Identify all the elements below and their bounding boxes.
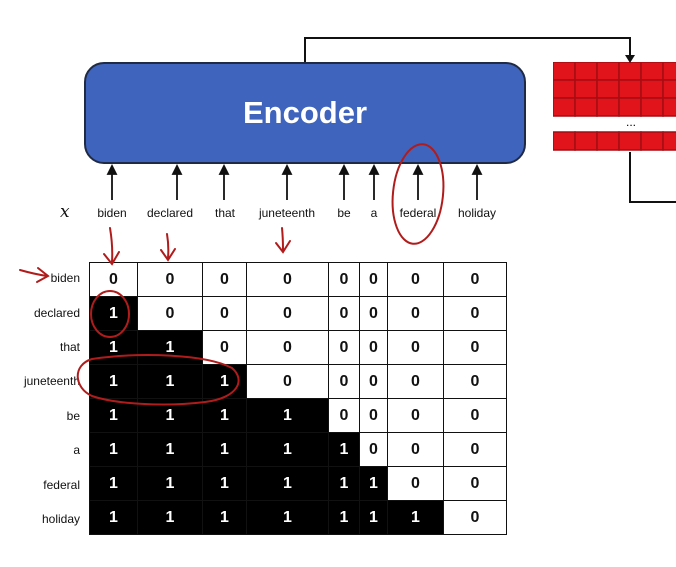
mask-cell: 0 bbox=[387, 262, 444, 297]
red-annotations bbox=[19, 143, 445, 406]
mask-cell: 0 bbox=[359, 296, 388, 331]
mask-cell: 0 bbox=[443, 432, 507, 467]
mask-cell: 0 bbox=[328, 364, 360, 399]
token-that: that bbox=[214, 206, 236, 220]
mask-cell: 0 bbox=[359, 432, 388, 467]
token-be: be bbox=[337, 206, 351, 220]
mask-cell: 0 bbox=[359, 262, 388, 297]
mask-cell: 0 bbox=[443, 466, 507, 501]
mask-cell: 0 bbox=[202, 262, 247, 297]
mask-cell: 0 bbox=[387, 330, 444, 365]
embedding-cell bbox=[662, 97, 676, 117]
mask-cell: 0 bbox=[137, 262, 203, 297]
encoder-block: Encoder bbox=[84, 62, 526, 164]
mask-cell: 1 bbox=[328, 500, 360, 535]
mask-cell: 0 bbox=[246, 262, 329, 297]
mask-cell: 1 bbox=[202, 500, 247, 535]
token-holiday: holiday bbox=[457, 206, 497, 220]
mask-cell: 0 bbox=[443, 364, 507, 399]
mask-cell: 0 bbox=[443, 398, 507, 433]
input-symbol: x bbox=[60, 202, 70, 222]
output-embedding-panel: ... bbox=[553, 62, 676, 151]
annotation-arrow-biden-col bbox=[103, 227, 120, 266]
row-label-juneteenth: juneteenth bbox=[23, 374, 80, 388]
row-label-that: that bbox=[59, 340, 80, 354]
mask-cell: 0 bbox=[246, 364, 329, 399]
mask-cell: 1 bbox=[246, 500, 329, 535]
annotation-oval-juneteenth-row bbox=[76, 354, 240, 406]
mask-cell: 1 bbox=[89, 432, 138, 467]
encoder-title: Encoder bbox=[242, 95, 368, 130]
embedding-ellipsis: ... bbox=[626, 115, 636, 129]
mask-cell: 1 bbox=[246, 398, 329, 433]
mask-cell: 0 bbox=[443, 296, 507, 331]
mask-cell: 1 bbox=[387, 500, 444, 535]
embedding-cell bbox=[662, 131, 676, 151]
mask-cell: 1 bbox=[89, 364, 138, 399]
mask-cell: 1 bbox=[137, 364, 203, 399]
mask-cell: 0 bbox=[202, 330, 247, 365]
mask-cell: 0 bbox=[387, 364, 444, 399]
annotation-circle-federal bbox=[391, 143, 445, 245]
mask-cell: 1 bbox=[137, 466, 203, 501]
mask-cell: 0 bbox=[328, 398, 360, 433]
mask-cell: 1 bbox=[328, 466, 360, 501]
mask-cell: 1 bbox=[359, 500, 388, 535]
token-a: a bbox=[370, 206, 378, 220]
row-label-declared: declared bbox=[33, 306, 80, 320]
token-juneteenth: juneteenth bbox=[258, 206, 316, 220]
mask-cell: 1 bbox=[137, 500, 203, 535]
mask-cell: 1 bbox=[89, 500, 138, 535]
mask-cell: 0 bbox=[246, 330, 329, 365]
mask-cell: 0 bbox=[443, 500, 507, 535]
annotation-arrow-biden-row bbox=[19, 267, 50, 283]
mask-cell: 1 bbox=[246, 466, 329, 501]
mask-cell: 1 bbox=[89, 466, 138, 501]
mask-cell: 0 bbox=[202, 296, 247, 331]
mask-cell: 0 bbox=[443, 262, 507, 297]
row-label-biden: biden bbox=[50, 271, 80, 285]
row-label-a: a bbox=[73, 443, 80, 457]
mask-cell: 0 bbox=[328, 296, 360, 331]
mask-cell: 0 bbox=[359, 330, 388, 365]
mask-cell: 1 bbox=[137, 330, 203, 365]
mask-cell: 0 bbox=[387, 466, 444, 501]
token-biden: biden bbox=[97, 206, 127, 220]
connector-arrowhead bbox=[625, 55, 635, 63]
annotation-circle-declared-cell bbox=[90, 290, 130, 338]
token-declared: declared bbox=[146, 206, 194, 220]
mask-cell: 1 bbox=[202, 466, 247, 501]
row-label-holiday: holiday bbox=[41, 512, 80, 526]
row-label-federal: federal bbox=[43, 478, 80, 492]
mask-cell: 0 bbox=[387, 296, 444, 331]
annotation-arrow-juneteenth-col bbox=[275, 227, 291, 254]
mask-cell: 0 bbox=[137, 296, 203, 331]
row-label-be: be bbox=[66, 409, 80, 423]
mask-cell: 1 bbox=[246, 432, 329, 467]
mask-cell: 1 bbox=[202, 398, 247, 433]
mask-cell: 1 bbox=[328, 432, 360, 467]
encoder-to-panel-connector bbox=[304, 37, 631, 62]
mask-cell: 0 bbox=[443, 330, 507, 365]
token-federal: federal bbox=[399, 206, 437, 220]
token-arrows bbox=[106, 163, 483, 200]
mask-cell: 1 bbox=[137, 432, 203, 467]
annotation-arrow-declared-col bbox=[160, 233, 176, 262]
panel-out-connector bbox=[629, 152, 676, 203]
